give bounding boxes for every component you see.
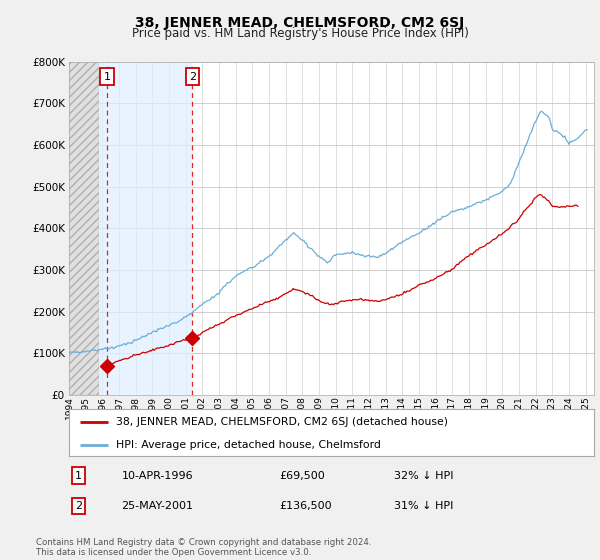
Text: 25-MAY-2001: 25-MAY-2001 — [121, 501, 193, 511]
Text: 1: 1 — [104, 72, 110, 82]
Text: £136,500: £136,500 — [279, 501, 332, 511]
Text: £69,500: £69,500 — [279, 470, 325, 480]
Text: 38, JENNER MEAD, CHELMSFORD, CM2 6SJ (detached house): 38, JENNER MEAD, CHELMSFORD, CM2 6SJ (de… — [116, 417, 448, 427]
Text: Contains HM Land Registry data © Crown copyright and database right 2024.
This d: Contains HM Land Registry data © Crown c… — [36, 538, 371, 557]
Bar — [99, 62, 193, 395]
Text: 2: 2 — [75, 501, 82, 511]
Text: 32% ↓ HPI: 32% ↓ HPI — [395, 470, 454, 480]
Text: 31% ↓ HPI: 31% ↓ HPI — [395, 501, 454, 511]
Text: HPI: Average price, detached house, Chelmsford: HPI: Average price, detached house, Chel… — [116, 440, 381, 450]
Text: 2: 2 — [189, 72, 196, 82]
Text: 1: 1 — [75, 470, 82, 480]
Text: 10-APR-1996: 10-APR-1996 — [121, 470, 193, 480]
Text: 38, JENNER MEAD, CHELMSFORD, CM2 6SJ: 38, JENNER MEAD, CHELMSFORD, CM2 6SJ — [136, 16, 464, 30]
Bar — [69, 62, 99, 395]
Text: Price paid vs. HM Land Registry's House Price Index (HPI): Price paid vs. HM Land Registry's House … — [131, 27, 469, 40]
